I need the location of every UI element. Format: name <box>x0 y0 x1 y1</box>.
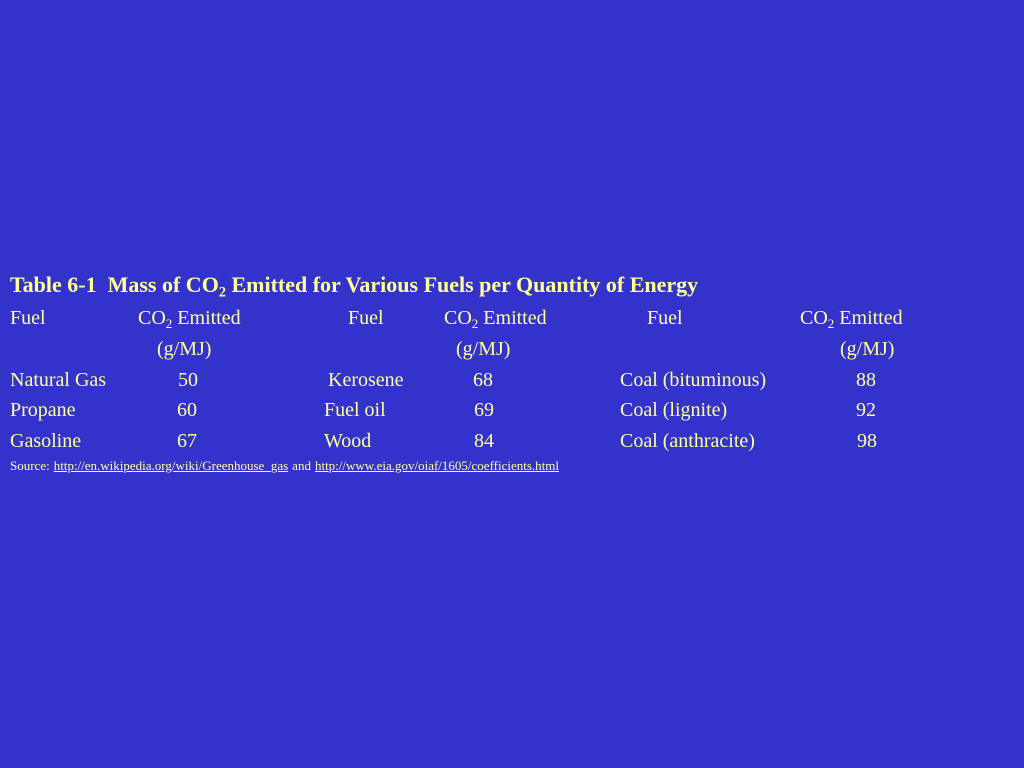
fuel-name: Coal (lignite) <box>620 399 728 421</box>
header-co2-part: Emitted <box>834 307 903 329</box>
header-fuel: Fuel <box>10 307 46 329</box>
header-co2-part: CO <box>138 307 166 329</box>
fuel-name: Coal (bituminous) <box>620 369 767 391</box>
co2-value: 67 <box>177 430 197 452</box>
co2-value: 92 <box>856 399 876 421</box>
header-fuel: Fuel <box>647 307 683 329</box>
header-unit: (g/MJ) <box>456 338 511 360</box>
co2-value: 50 <box>178 369 198 391</box>
header-co2: CO2 Emitted <box>444 306 547 330</box>
header-unit: (g/MJ) <box>157 338 212 360</box>
source-link[interactable]: http://www.eia.gov/oiaf/1605/coefficient… <box>314 458 560 473</box>
header-co2-part: 2 <box>471 315 479 331</box>
header-co2: CO2 Emitted <box>138 306 241 330</box>
fuel-name: Natural Gas <box>10 369 107 391</box>
header-fuel: Fuel <box>348 307 384 329</box>
header-co2-part: 2 <box>165 315 173 331</box>
co2-value: 69 <box>474 399 494 421</box>
co2-value: 84 <box>474 430 494 452</box>
fuel-name: Fuel oil <box>324 399 386 421</box>
fuel-name: Coal (anthracite) <box>620 430 755 452</box>
source-label: Source: <box>10 458 50 473</box>
fuel-name: Kerosene <box>328 369 404 391</box>
title-part: 2 <box>218 284 226 301</box>
fuel-name: Propane <box>10 399 76 421</box>
source-joiner: and <box>292 458 311 473</box>
title-part: Emitted for Various Fuels per Quantity o… <box>225 272 699 297</box>
co2-value: 98 <box>857 430 877 452</box>
fuel-name: Gasoline <box>10 430 82 452</box>
header-co2-part: 2 <box>827 315 835 331</box>
title: Table 6-1 Mass of CO2 Emitted for Variou… <box>10 272 699 301</box>
fuel-name: Wood <box>324 430 372 452</box>
co2-value: 68 <box>473 369 493 391</box>
source: Source: http://en.wikipedia.org/wiki/Gree… <box>10 458 559 474</box>
header-co2-part: CO <box>800 307 828 329</box>
header-unit: (g/MJ) <box>840 338 895 360</box>
co2-value: 88 <box>856 369 876 391</box>
header-co2-part: Emitted <box>172 307 241 329</box>
header-co2-part: CO <box>444 307 472 329</box>
title-part: Table 6-1 Mass of CO <box>10 272 219 297</box>
header-co2: CO2 Emitted <box>800 306 903 330</box>
co2-value: 60 <box>177 399 197 421</box>
header-co2-part: Emitted <box>478 307 547 329</box>
source-link[interactable]: http://en.wikipedia.org/wiki/Greenhouse_… <box>53 458 289 473</box>
